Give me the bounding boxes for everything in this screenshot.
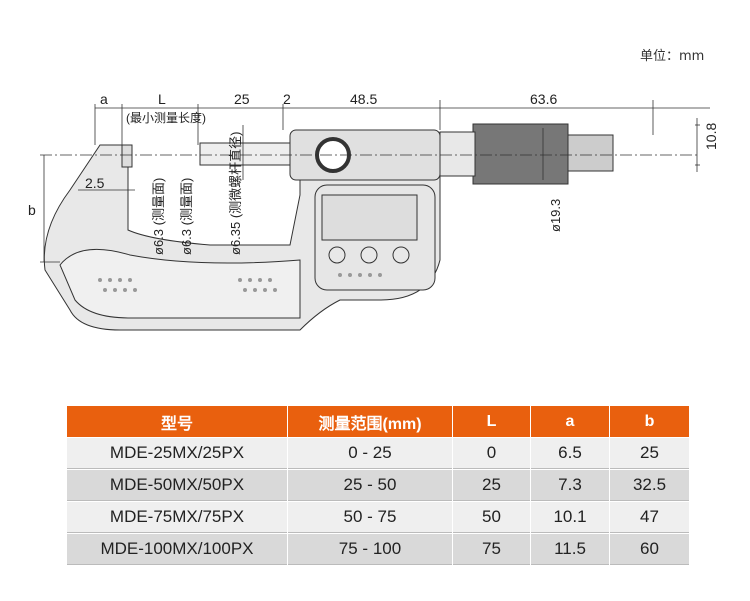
cell-L: 50 [453, 502, 530, 533]
cell-range: 50 - 75 [288, 502, 452, 533]
cell-L: 0 [453, 438, 530, 469]
table-header: 型号 测量范围(mm) L a b [67, 406, 689, 437]
cell-b: 25 [610, 438, 689, 469]
dim-a: a [100, 91, 108, 107]
cell-range: 75 - 100 [288, 534, 452, 565]
dim-10-8: 10.8 [703, 123, 719, 150]
cell-model: MDE-100MX/100PX [67, 534, 287, 565]
cell-range: 25 - 50 [288, 470, 452, 501]
cell-a: 7.3 [531, 470, 609, 501]
spindle-face-diameter: ø6.3 (测量面) [179, 178, 194, 255]
table-row: MDE-100MX/100PX 75 - 100 75 11.5 60 [67, 534, 689, 565]
spindle-diameter: ø6.35 (测微螺杆直径) [228, 131, 243, 255]
cell-model: MDE-25MX/25PX [67, 438, 287, 469]
dim-b: b [28, 202, 36, 218]
cell-a: 10.1 [531, 502, 609, 533]
cell-model: MDE-50MX/50PX [67, 470, 287, 501]
cell-L: 25 [453, 470, 530, 501]
dimension-labels: a L (最小测量长度) 25 2 48.5 63.6 2.5 b 10.8 ø… [28, 91, 719, 255]
unit-label: 单位：mm [640, 49, 705, 64]
cell-a: 6.5 [531, 438, 609, 469]
thimble-diameter: ø19.3 [548, 199, 563, 232]
cell-L: 75 [453, 534, 530, 565]
grip-dots [98, 273, 382, 292]
anvil-diameter: ø6.3 (测量面) [151, 178, 166, 255]
header-model: 型号 [67, 406, 287, 437]
cell-b: 47 [610, 502, 689, 533]
header-L: L [453, 406, 530, 437]
cell-a: 11.5 [531, 534, 609, 565]
dimension-lines [40, 100, 710, 263]
micrometer-drawing: a L (最小测量长度) 25 2 48.5 63.6 2.5 b 10.8 ø… [28, 91, 719, 331]
cell-model: MDE-75MX/75PX [67, 502, 287, 533]
cell-range: 0 - 25 [288, 438, 452, 469]
dim-25: 25 [234, 91, 250, 107]
dim-L: L [158, 91, 166, 107]
table-row: MDE-50MX/50PX 25 - 50 25 7.3 32.5 [67, 470, 689, 501]
header-b: b [610, 406, 689, 437]
header-a: a [531, 406, 609, 437]
cell-b: 32.5 [610, 470, 689, 501]
dim-63-6: 63.6 [530, 91, 557, 107]
header-range: 测量范围(mm) [288, 406, 452, 437]
dim-2-5: 2.5 [85, 175, 105, 191]
table-row: MDE-25MX/25PX 0 - 25 0 6.5 25 [67, 438, 689, 469]
dim-2: 2 [283, 91, 291, 107]
cell-b: 60 [610, 534, 689, 565]
dim-L-note: (最小测量长度) [126, 110, 206, 125]
spec-table: 型号 测量范围(mm) L a b MDE-25MX/25PX 0 - 25 0… [66, 405, 690, 566]
table-row: MDE-75MX/75PX 50 - 75 50 10.1 47 [67, 502, 689, 533]
dim-48-5: 48.5 [350, 91, 377, 107]
